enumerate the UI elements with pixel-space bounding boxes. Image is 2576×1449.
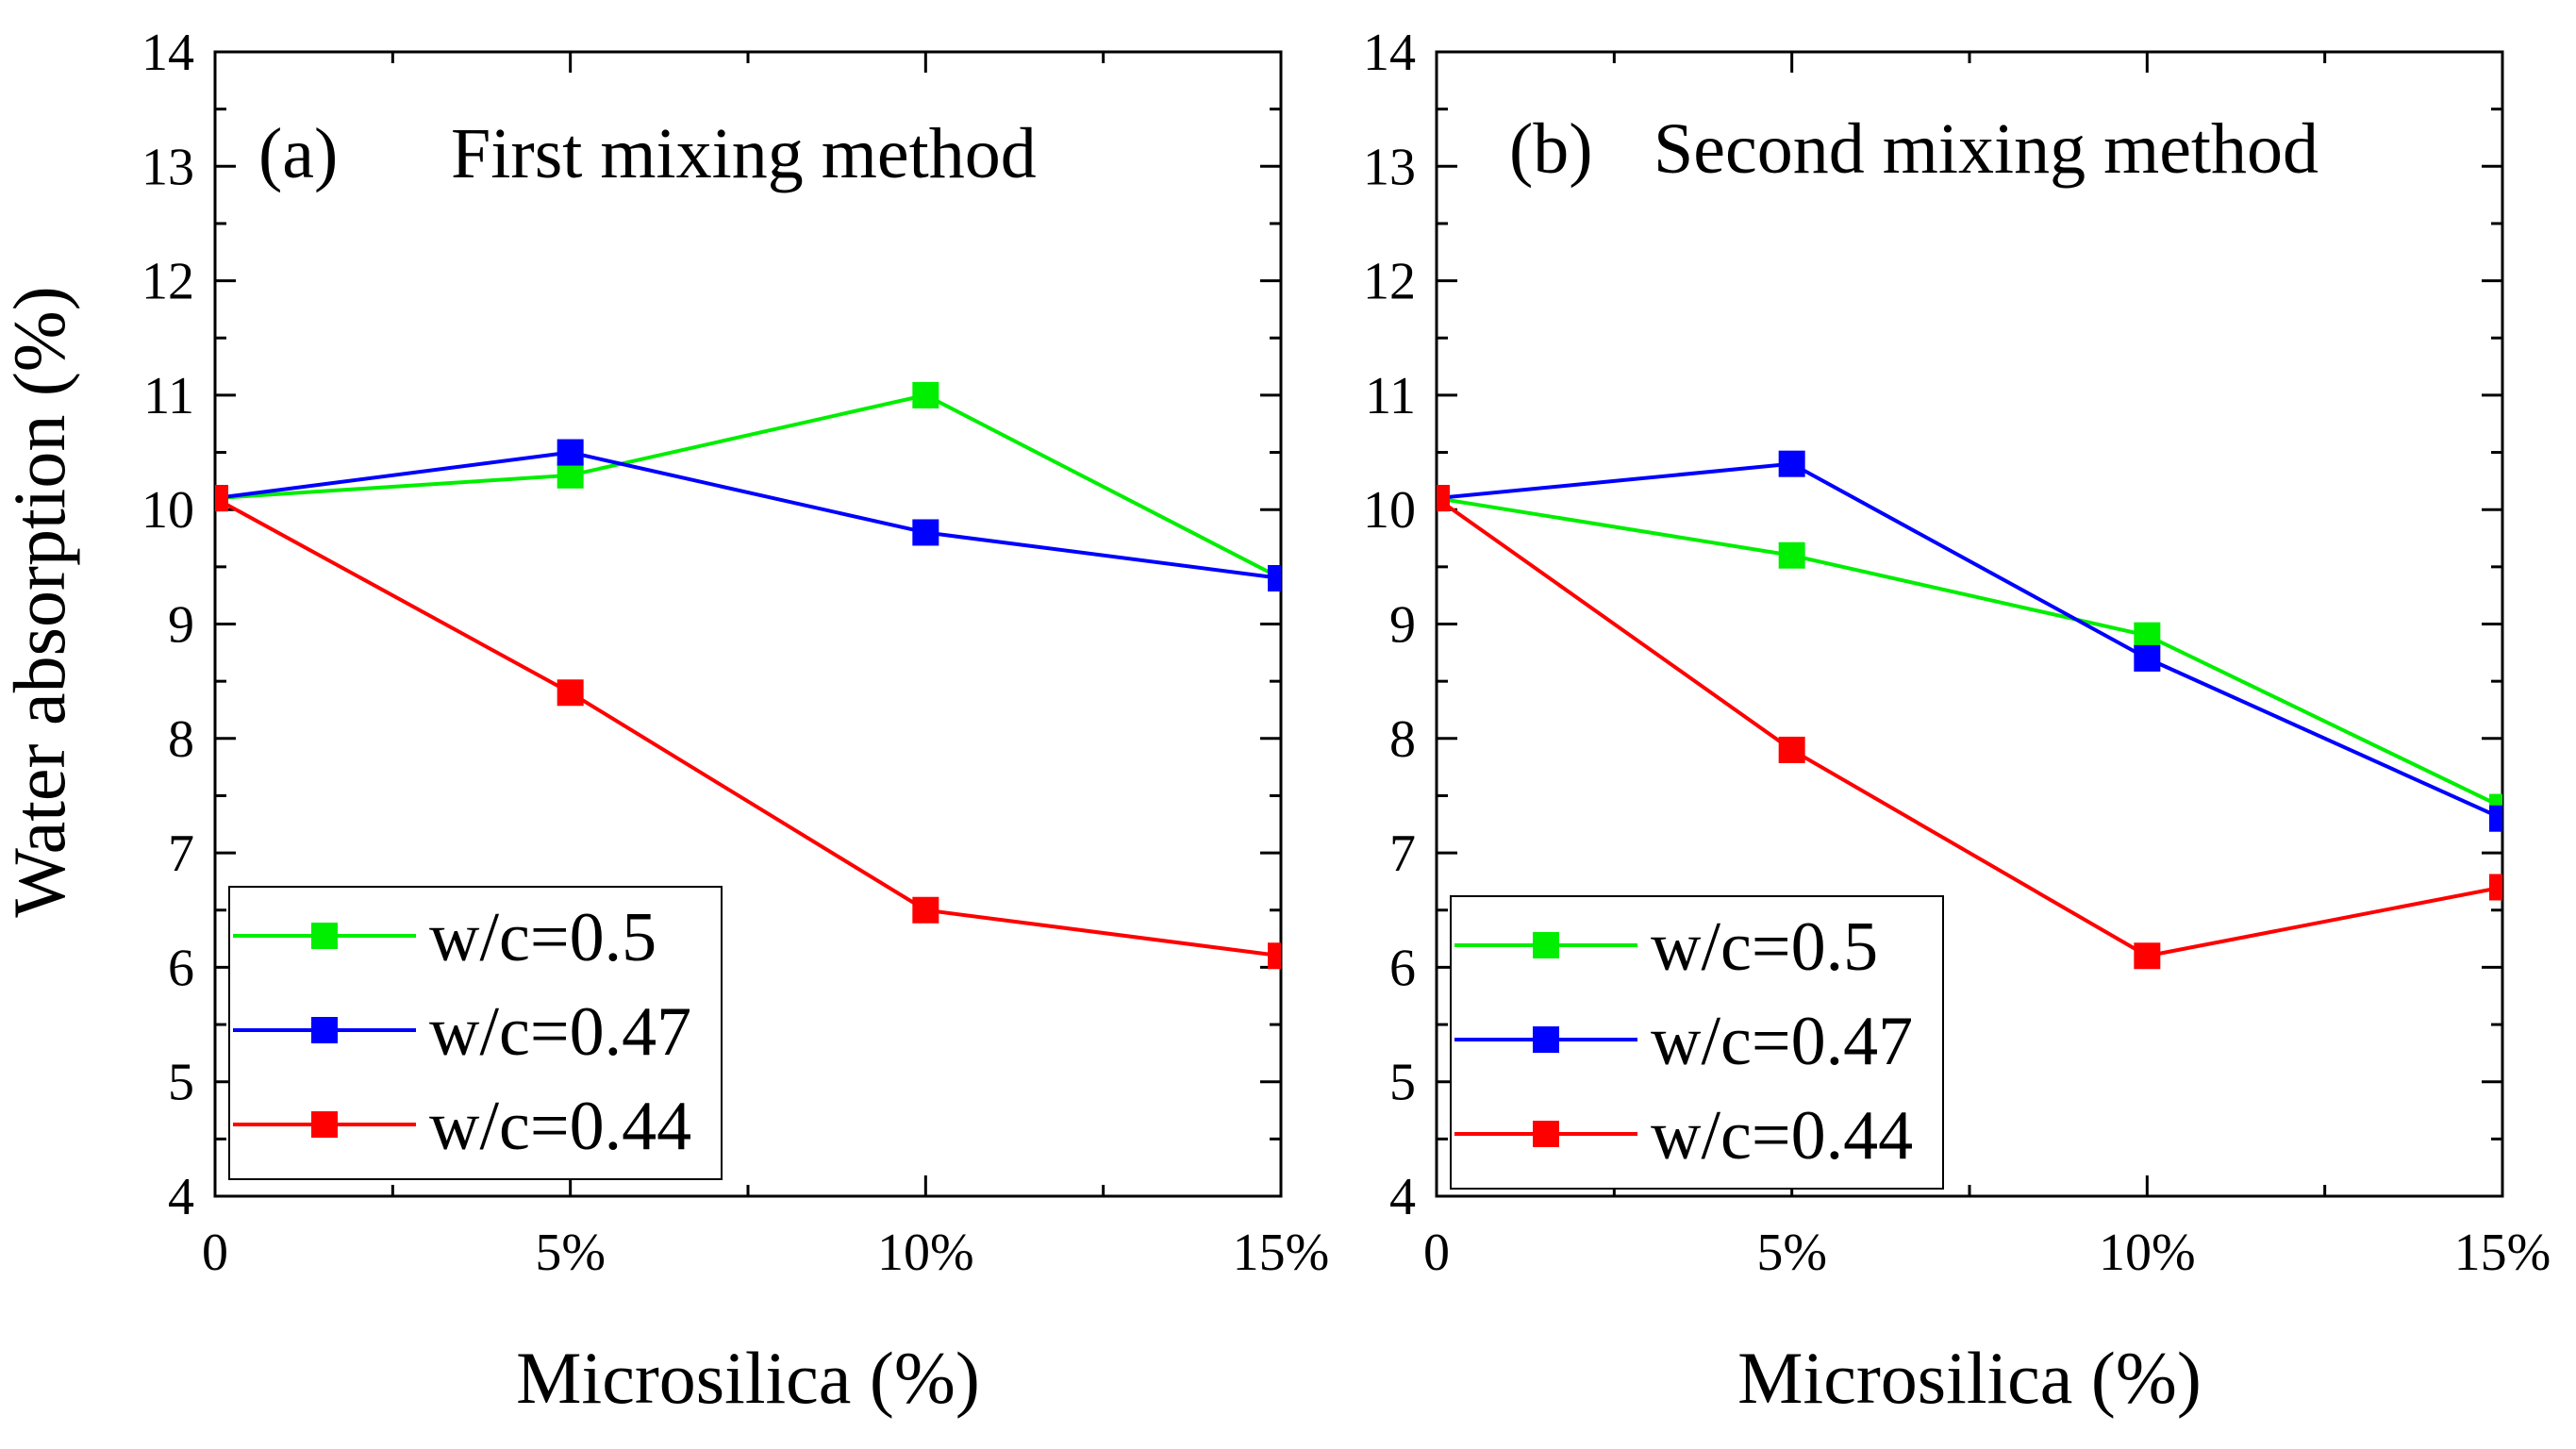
legend-marker — [311, 923, 338, 949]
data-point — [557, 679, 584, 707]
y-tick-label: 6 — [1389, 939, 1416, 997]
data-point — [2489, 805, 2502, 832]
y-tick-label: 13 — [141, 138, 194, 196]
y-tick-label: 12 — [141, 253, 194, 311]
data-point — [215, 485, 228, 512]
data-point — [912, 896, 939, 924]
legend-label: w/c=0.44 — [429, 1088, 691, 1165]
data-point — [912, 381, 939, 408]
data-point — [1437, 485, 1450, 512]
legend-marker — [1533, 932, 1559, 958]
y-tick-label: 7 — [168, 824, 194, 883]
data-point — [2489, 874, 2502, 901]
panel-label: (b) — [1509, 109, 1593, 189]
data-point — [912, 519, 939, 546]
y-tick-label: 6 — [168, 939, 194, 997]
x-tick-label: 15% — [1233, 1224, 1330, 1282]
panel-title: Second mixing method — [1654, 109, 2318, 189]
legend-label: w/c=0.5 — [1651, 908, 1878, 986]
y-tick-label: 8 — [1389, 710, 1416, 769]
y-tick-label: 4 — [1389, 1168, 1416, 1226]
y-tick-label: 13 — [1363, 138, 1416, 196]
data-point — [1268, 564, 1281, 591]
legend: w/c=0.5 w/c=0.47 w/c=0.44 — [228, 886, 723, 1180]
data-point — [2134, 622, 2161, 649]
data-point — [2134, 942, 2161, 970]
series-line — [215, 450, 1281, 580]
x-tick-label: 0 — [202, 1224, 228, 1282]
panel-label: (a) — [258, 114, 338, 193]
y-tick-label: 9 — [1389, 596, 1416, 655]
legend-label: w/c=0.47 — [1651, 1003, 1913, 1080]
legend-label: w/c=0.44 — [1651, 1097, 1913, 1174]
data-point — [557, 439, 584, 466]
series-line — [1437, 496, 2502, 809]
legend-marker — [1533, 1026, 1559, 1053]
y-tick-label: 7 — [1389, 824, 1416, 883]
panel-a: 4 5 6 7 8 9 10 11 12 13 14 0 5% 10% 15% Microsilica (%)… — [141, 24, 1329, 1419]
y-tick-label: 10 — [141, 481, 194, 540]
x-tick-label: 5% — [1756, 1224, 1827, 1282]
x-axis-title: Microsilica (%) — [516, 1337, 980, 1419]
data-point — [1268, 942, 1281, 970]
x-tick-label: 15% — [2454, 1224, 2551, 1282]
y-tick-label: 9 — [168, 596, 194, 655]
data-point — [1778, 541, 1805, 569]
y-tick-label: 11 — [1365, 367, 1416, 425]
data-layer — [1437, 450, 2502, 970]
legend-marker — [1533, 1121, 1559, 1147]
series-line — [215, 496, 1281, 958]
legend: w/c=0.5 w/c=0.47 w/c=0.44 — [1450, 895, 1944, 1190]
series-line — [1437, 496, 2502, 958]
panel-b: 4 5 6 7 8 9 10 11 12 13 14 0 5% 10% 15% Microsilica (%)… — [1363, 24, 2551, 1419]
data-layer — [215, 381, 1281, 970]
data-point — [1778, 450, 1805, 477]
y-tick-label: 8 — [168, 710, 194, 769]
x-tick-label: 5% — [535, 1224, 606, 1282]
legend-label: w/c=0.47 — [429, 993, 691, 1071]
y-tick-label: 14 — [1363, 24, 1416, 82]
legend-marker — [311, 1111, 338, 1138]
legend-label: w/c=0.5 — [429, 899, 656, 976]
y-tick-label: 5 — [168, 1054, 194, 1112]
x-axis-title: Microsilica (%) — [1737, 1337, 2202, 1419]
y-tick-label: 11 — [143, 367, 194, 425]
x-tick-label: 10% — [877, 1224, 974, 1282]
series-line — [215, 392, 1281, 580]
y-tick-label: 10 — [1363, 481, 1416, 540]
y-axis-title: Water absorption (%) — [0, 286, 80, 917]
series-line — [1437, 461, 2502, 821]
x-tick-label: 0 — [1423, 1224, 1450, 1282]
y-tick-label: 12 — [1363, 253, 1416, 311]
data-point — [2134, 644, 2161, 672]
x-tick-label: 10% — [2099, 1224, 2196, 1282]
data-point — [557, 461, 584, 489]
data-point — [1778, 736, 1805, 763]
y-tick-label: 14 — [141, 24, 194, 82]
legend-marker — [311, 1017, 338, 1043]
y-tick-label: 4 — [168, 1168, 194, 1226]
y-tick-label: 5 — [1389, 1054, 1416, 1112]
panel-title: First mixing method — [451, 114, 1037, 193]
